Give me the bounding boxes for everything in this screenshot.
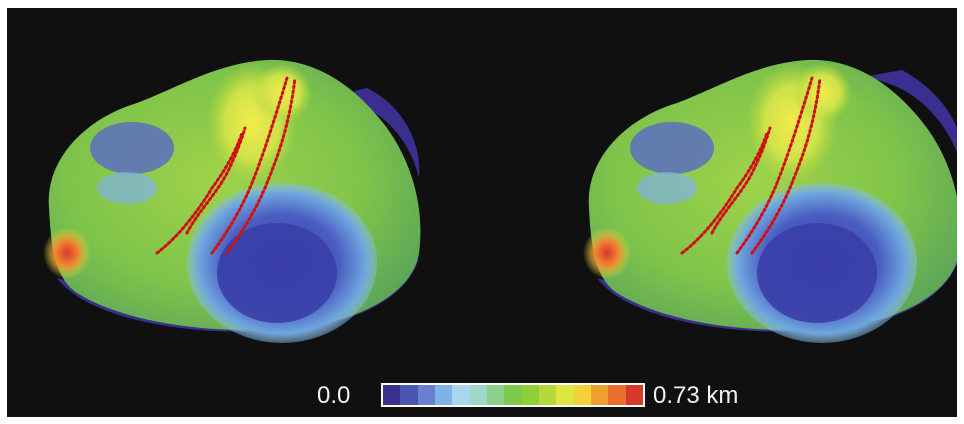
colorbar-swatch <box>608 385 626 405</box>
colorbar-swatch <box>538 385 557 405</box>
colorbar-swatch <box>556 385 574 405</box>
colorbar-swatch <box>400 385 418 405</box>
colorbar-min-label: 0.0 <box>317 382 351 409</box>
colorbar-swatch <box>383 385 401 405</box>
colorbar-gradient <box>381 383 645 407</box>
groove-tracks <box>680 76 822 255</box>
colorbar-swatch <box>573 385 591 405</box>
blue-patch-upper <box>90 122 174 174</box>
colorbar-swatch <box>486 385 505 405</box>
colorbar-swatch <box>469 385 487 405</box>
groove-tracks <box>155 76 297 255</box>
asteroid-view-left <box>43 59 421 343</box>
colorbar-swatch <box>452 385 470 405</box>
colorbar-swatch <box>521 385 539 405</box>
colorbar-swatch <box>504 385 522 405</box>
colorbar-swatch <box>417 385 435 405</box>
stereo-figure: 0.0 0.73 km <box>7 8 957 417</box>
blue-patch-upper <box>630 122 714 174</box>
colorbar-max-label: 0.73 km <box>653 382 739 409</box>
elevation-peak <box>43 227 91 279</box>
colorbar-swatch <box>625 385 643 405</box>
elevation-colorbar: 0.0 0.73 km <box>317 380 797 412</box>
elevation-peak <box>583 227 631 279</box>
colorbar-swatch <box>434 385 453 405</box>
colorbar-swatch <box>590 385 609 405</box>
asteroid-view-right <box>583 59 957 343</box>
asteroid-rim-right <box>327 88 420 178</box>
